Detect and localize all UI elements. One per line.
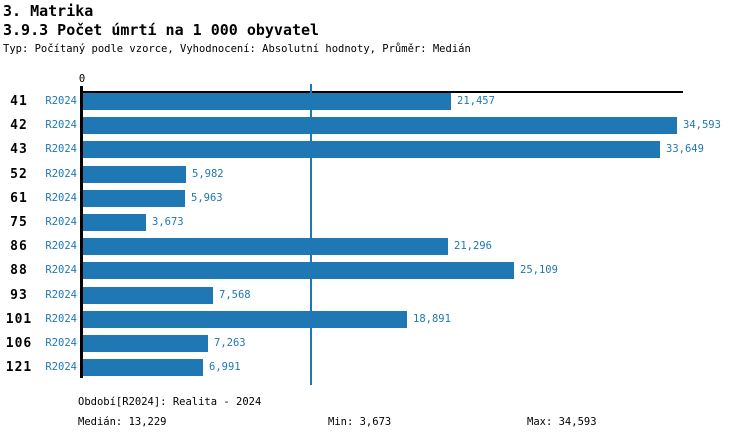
category-label: 42 <box>10 118 28 133</box>
value-label: 7,568 <box>219 289 251 301</box>
category-label: 121 <box>5 360 33 375</box>
category-label: 75 <box>10 215 28 230</box>
report-section-title: 3. Matrika <box>3 2 94 20</box>
footer-period-label: Období[R2024]: Realita - 2024 <box>78 396 262 408</box>
bar <box>83 335 208 352</box>
series-label: R2024 <box>45 289 77 301</box>
series-label: R2024 <box>45 192 77 204</box>
bar <box>83 238 448 255</box>
series-label: R2024 <box>45 143 77 155</box>
series-label: R2024 <box>45 240 77 252</box>
chart-meta-line: Typ: Počítaný podle vzorce, Vyhodnocení:… <box>3 43 471 55</box>
category-label: 88 <box>10 263 28 278</box>
value-label: 6,991 <box>209 361 241 373</box>
value-label: 3,673 <box>152 216 184 228</box>
series-label: R2024 <box>45 95 77 107</box>
bar <box>83 311 407 328</box>
category-label: 93 <box>10 288 28 303</box>
footer-median-label: Medián: 13,229 <box>78 416 167 428</box>
category-label: 41 <box>10 94 28 109</box>
bar <box>83 117 677 134</box>
bar <box>83 214 146 231</box>
median-reference-line <box>310 84 312 385</box>
bar <box>83 190 185 207</box>
series-label: R2024 <box>45 264 77 276</box>
series-label: R2024 <box>45 361 77 373</box>
series-label: R2024 <box>45 119 77 131</box>
value-label: 7,263 <box>214 337 246 349</box>
category-label: 106 <box>5 336 33 351</box>
bar <box>83 93 451 110</box>
value-label: 5,982 <box>192 168 224 180</box>
value-label: 21,296 <box>454 240 492 252</box>
x-axis-line <box>80 91 683 93</box>
bar <box>83 359 203 376</box>
category-label: 52 <box>10 167 28 182</box>
footer-min-label: Min: 3,673 <box>328 416 392 428</box>
value-label: 5,963 <box>191 192 223 204</box>
footer-max-label: Max: 34,593 <box>527 416 597 428</box>
x-axis-origin-label: 0 <box>78 73 86 85</box>
chart-title: 3.9.3 Počet úmrtí na 1 000 obyvatel <box>3 21 320 39</box>
bar <box>83 287 213 304</box>
bar <box>83 166 186 183</box>
value-label: 34,593 <box>683 119 721 131</box>
series-label: R2024 <box>45 313 77 325</box>
series-label: R2024 <box>45 337 77 349</box>
y-axis-line <box>80 86 83 378</box>
series-label: R2024 <box>45 216 77 228</box>
bar <box>83 141 660 158</box>
category-label: 101 <box>5 312 33 327</box>
value-label: 18,891 <box>413 313 451 325</box>
category-label: 86 <box>10 239 28 254</box>
category-label: 61 <box>10 191 28 206</box>
series-label: R2024 <box>45 168 77 180</box>
value-label: 25,109 <box>520 264 558 276</box>
value-label: 21,457 <box>457 95 495 107</box>
value-label: 33,649 <box>666 143 704 155</box>
category-label: 43 <box>10 142 28 157</box>
bar <box>83 262 514 279</box>
